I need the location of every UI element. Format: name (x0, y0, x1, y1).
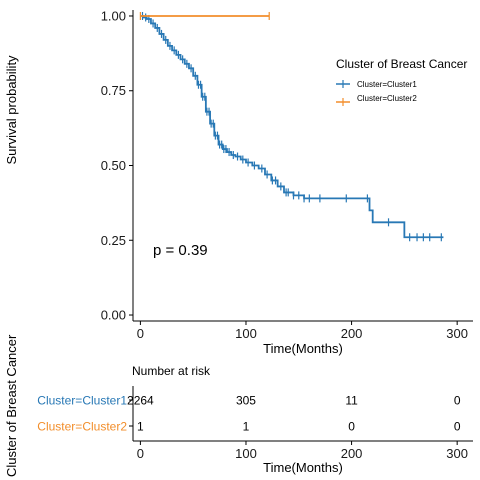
risk-y-axis-title: Cluster of Breast Cancer (4, 334, 19, 477)
legend: Cluster of Breast Cancer Cluster=Cluster… (336, 57, 467, 106)
survival-curves (140, 12, 443, 241)
x-ticks: 0 100 200 300 (137, 321, 468, 341)
y-tick-label: 0.75 (101, 83, 126, 98)
y-tick-label: 0.00 (101, 308, 126, 323)
risk-count: 0 (454, 394, 461, 408)
legend-label-cluster2: Cluster=Cluster2 (357, 94, 417, 103)
x-tick-label: 0 (137, 326, 144, 341)
risk-count: 1 (137, 420, 144, 434)
risk-table-title: Number at risk (132, 364, 211, 378)
x-tick-label: 300 (446, 326, 468, 341)
y-tick-label: 0.25 (101, 233, 126, 248)
risk-count: 11 (345, 394, 358, 408)
legend-title: Cluster of Breast Cancer (336, 57, 467, 71)
y-tick-label: 0.50 (101, 158, 126, 173)
x-axis-title: Time(Months) (263, 341, 343, 356)
risk-count: 1 (243, 420, 250, 434)
risk-count: 0 (454, 420, 461, 434)
p-value-annotation: p = 0.39 (153, 242, 208, 259)
risk-row-label: Cluster=Cluster1 (37, 394, 127, 408)
risk-x-tick-label: 100 (235, 446, 257, 461)
risk-row-label: Cluster=Cluster2 (37, 420, 127, 434)
survival-curve-series-1 (140, 16, 443, 237)
x-tick-label: 200 (341, 326, 363, 341)
x-tick-label: 100 (235, 326, 257, 341)
legend-item-cluster2: Cluster=Cluster2 (336, 94, 417, 106)
risk-x-axis-title: Time(Months) (263, 460, 343, 475)
legend-label-cluster1: Cluster=Cluster1 (357, 80, 417, 89)
risk-rows: Cluster=Cluster1 2264 305 11 0Cluster=Cluste… (37, 394, 461, 434)
risk-x-tick-label: 0 (137, 446, 144, 461)
y-tick-label: 1.00 (101, 8, 126, 23)
risk-x-ticks: 0 100 200 300 (137, 441, 468, 461)
y-ticks: 0.00 0.25 0.50 0.75 1.00 (101, 8, 133, 322)
risk-count: 0 (348, 420, 355, 434)
risk-count: 305 (236, 394, 256, 408)
risk-x-tick-label: 300 (446, 446, 468, 461)
risk-table: Number at risk Cluster=Cluster1 2264 305 11… (4, 334, 473, 477)
legend-item-cluster1: Cluster=Cluster1 (336, 80, 417, 89)
risk-x-tick-label: 200 (341, 446, 363, 461)
y-axis-title: Survival probability (4, 55, 19, 165)
risk-count: 2264 (127, 394, 154, 408)
